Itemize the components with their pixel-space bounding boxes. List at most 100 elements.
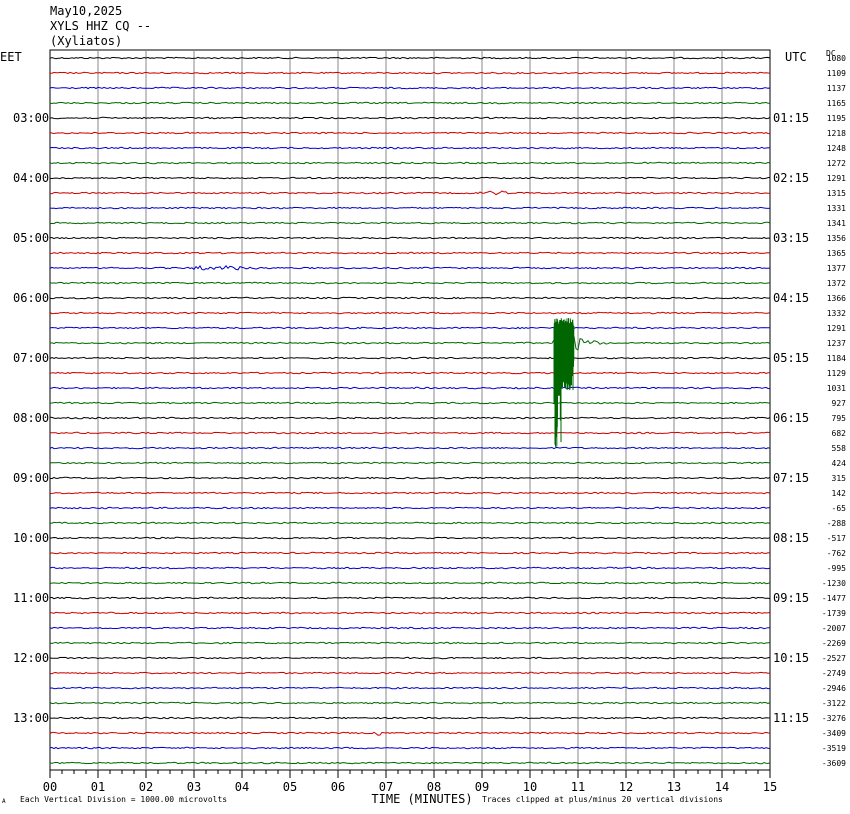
trace-line <box>49 566 771 570</box>
trace-line <box>49 371 770 375</box>
right-time-label: 06:15 <box>773 411 809 425</box>
trace-line <box>49 686 770 690</box>
trace-line <box>49 176 771 180</box>
x-tick-label: 03 <box>187 780 201 794</box>
dc-offset-label: 1248 <box>827 144 846 153</box>
left-time-label: 03:00 <box>13 111 49 125</box>
station-code: XYLS HHZ CQ -- <box>50 19 152 33</box>
dc-offset-label: 1129 <box>827 369 846 378</box>
trace-line <box>49 641 771 645</box>
x-tick-label: 04 <box>235 780 249 794</box>
dc-offset-label: 1365 <box>827 249 846 258</box>
trace-line <box>49 581 771 585</box>
left-time-label: 10:00 <box>13 531 49 545</box>
dc-offset-label: 1184 <box>827 354 846 363</box>
trace-line <box>49 264 771 271</box>
dc-offset-label: 1031 <box>827 384 846 393</box>
x-tick-label: 09 <box>475 780 489 794</box>
trace-line <box>49 536 771 540</box>
x-tick-label: 05 <box>283 780 297 794</box>
footer-mark: A <box>2 798 6 805</box>
dc-offset-label: 1218 <box>827 129 846 138</box>
right-time-label: 02:15 <box>773 171 809 185</box>
trace-line <box>49 551 771 555</box>
site-name: (Xyliatos) <box>50 34 123 48</box>
x-tick-label: 11 <box>571 780 585 794</box>
right-time-label: 09:15 <box>773 591 809 605</box>
dc-offset-label: -1739 <box>822 609 846 618</box>
right-time-label: 07:15 <box>773 471 809 485</box>
dc-offset-label: -2007 <box>822 624 846 633</box>
trace-line <box>49 656 771 660</box>
trace-line <box>49 386 771 390</box>
dc-offset-label: -2527 <box>822 654 846 663</box>
trace-line <box>49 71 771 75</box>
dc-offset-label: 315 <box>832 474 847 483</box>
trace-line <box>49 671 771 675</box>
x-tick-label: 14 <box>715 780 729 794</box>
x-tick-label: 01 <box>91 780 105 794</box>
dc-offset-label: -288 <box>827 519 846 528</box>
left-time-label: 08:00 <box>13 411 49 425</box>
trace-line <box>49 356 771 360</box>
dc-offset-label: -3409 <box>822 729 846 738</box>
dc-offset-label: 682 <box>832 429 847 438</box>
trace-line <box>49 281 771 285</box>
x-tick-label: 10 <box>523 780 537 794</box>
trace-line <box>49 626 771 630</box>
trace-line <box>49 251 771 255</box>
dc-offset-label: -762 <box>827 549 846 558</box>
trace-line <box>49 491 771 495</box>
x-tick-label: 02 <box>139 780 153 794</box>
trace-line <box>49 116 771 120</box>
trace-line <box>49 746 771 750</box>
dc-offset-label: 1341 <box>827 219 846 228</box>
dc-offset-label: -2946 <box>822 684 846 693</box>
right-time-label: 04:15 <box>773 291 809 305</box>
dc-offset-label: 1080 <box>827 54 846 63</box>
dc-offset-label: -2269 <box>822 639 846 648</box>
trace-line <box>49 761 771 765</box>
x-tick-label: 08 <box>427 780 441 794</box>
dc-offset-label: 1165 <box>827 99 846 108</box>
dc-offset-label: -1230 <box>822 579 846 588</box>
trace-line <box>49 596 771 600</box>
trace-line <box>49 221 771 225</box>
left-time-label: 13:00 <box>13 711 49 725</box>
dc-offset-label: 1195 <box>827 114 846 123</box>
right-time-label: 03:15 <box>773 231 809 245</box>
right-time-label: 10:15 <box>773 651 809 665</box>
x-tick-label: 06 <box>331 780 345 794</box>
trace-line <box>49 401 771 405</box>
dc-offset-label: 424 <box>832 459 847 468</box>
trace-line <box>49 311 771 315</box>
dc-offset-label: 1366 <box>827 294 846 303</box>
dc-offset-label: 1272 <box>827 159 846 168</box>
x-tick-label: 13 <box>667 780 681 794</box>
trace-line <box>49 190 770 196</box>
x-tick-label: 15 <box>763 780 777 794</box>
dc-offset-label: -995 <box>827 564 846 573</box>
dc-offset-label: 1356 <box>827 234 846 243</box>
plot-frame <box>49 49 771 771</box>
dc-offset-label: 1377 <box>827 264 846 273</box>
trace-line <box>49 146 771 150</box>
plot-date: May10,2025 <box>50 4 123 18</box>
right-time-labels: 01:15 02:15 03:15 04:15 05:15 06:15 07:15 08:15… <box>773 111 809 725</box>
dc-offset-label: -65 <box>832 504 847 513</box>
trace-line <box>49 236 771 240</box>
trace-line <box>50 431 771 435</box>
x-tick-label: 12 <box>619 780 633 794</box>
dc-offset-label: 1237 <box>827 339 846 348</box>
left-timezone: EET <box>0 50 22 64</box>
dc-offset-label: 1332 <box>827 309 846 318</box>
trace-line <box>49 161 771 165</box>
dc-offset-label: 1109 <box>827 69 846 78</box>
dc-offset-label: 142 <box>832 489 847 498</box>
dc-header: DC <box>826 49 836 58</box>
right-timezone: UTC <box>785 50 807 64</box>
trace-line <box>49 206 771 210</box>
dc-offset-label: 1291 <box>827 174 846 183</box>
dc-offset-label: 795 <box>832 414 847 423</box>
